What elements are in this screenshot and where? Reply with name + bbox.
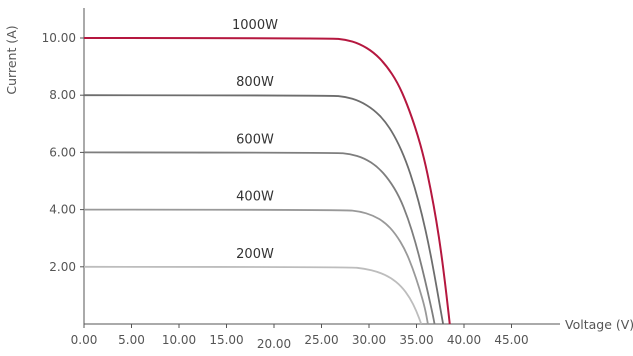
x-tick-label: 10.00 bbox=[162, 333, 196, 347]
series-label: 400W bbox=[236, 190, 274, 205]
x-tick-label: 15.00 bbox=[209, 333, 243, 347]
series-line bbox=[83, 208, 429, 325]
x-tick-label: 45.00 bbox=[494, 333, 528, 347]
y-tick-label: 6.00 bbox=[49, 145, 76, 159]
y-ticks: 2.00 4.00 6.00 8.00 10.00 bbox=[42, 31, 84, 274]
axes bbox=[83, 8, 560, 325]
x-tick-label: 35.00 bbox=[399, 333, 433, 347]
x-tick-label: 30.00 bbox=[352, 333, 386, 347]
series-line bbox=[83, 94, 444, 325]
y-tick-label: 4.00 bbox=[49, 203, 76, 217]
x-axis-title: Voltage (V) bbox=[565, 317, 633, 332]
x-tick-label: 40.00 bbox=[447, 333, 481, 347]
x-ticks: 0.00 5.00 10.00 15.00 20.00 25.00 30.00 35.00 40… bbox=[71, 324, 529, 351]
x-tick-label: 25.00 bbox=[304, 333, 338, 347]
x-tick-label: 20.00 bbox=[257, 337, 291, 351]
series-line bbox=[83, 37, 451, 325]
series-label: 600W bbox=[236, 132, 274, 147]
series-line bbox=[83, 151, 436, 325]
curve-labels: 1000W 800W 600W 400W 200W bbox=[232, 18, 278, 262]
series-label: 200W bbox=[236, 247, 274, 262]
y-tick-label: 8.00 bbox=[49, 88, 76, 102]
series-line bbox=[83, 265, 423, 325]
y-tick-label: 10.00 bbox=[42, 31, 76, 45]
x-tick-label: 0.00 bbox=[71, 333, 98, 347]
y-axis-title: Current (A) bbox=[4, 25, 19, 94]
x-tick-label: 5.00 bbox=[118, 333, 145, 347]
y-tick-label: 2.00 bbox=[49, 260, 76, 274]
series-group bbox=[83, 37, 451, 325]
series-label: 1000W bbox=[232, 18, 278, 33]
series-label: 800W bbox=[236, 75, 274, 90]
